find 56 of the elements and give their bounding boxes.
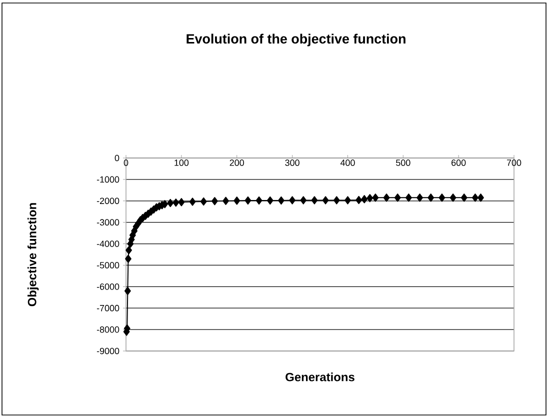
y-tick-label: -1000 xyxy=(96,176,120,183)
point xyxy=(300,196,307,204)
x-tick-label: 200 xyxy=(230,160,244,166)
y-tick-label: 0 xyxy=(114,154,120,162)
point xyxy=(126,246,132,254)
point xyxy=(322,196,329,204)
point xyxy=(167,198,174,208)
y-tick-label: -8000 xyxy=(96,326,120,333)
point xyxy=(450,194,456,202)
point xyxy=(178,198,185,206)
y-tick-label: -4000 xyxy=(96,240,120,247)
point xyxy=(383,194,390,202)
point xyxy=(416,194,423,202)
chart-title: Evolution of the objective function xyxy=(186,34,406,46)
x-tick-label: 600 xyxy=(452,160,466,166)
point xyxy=(211,197,218,206)
point xyxy=(125,254,132,263)
point xyxy=(460,194,468,202)
point xyxy=(222,196,229,205)
x-axis-title: Generations xyxy=(286,372,354,382)
point xyxy=(266,196,274,205)
x-tick-label: 400 xyxy=(340,160,355,166)
point xyxy=(278,196,284,205)
y-tick-label: -3000 xyxy=(96,219,120,226)
x-tick-label: 100 xyxy=(174,160,189,166)
y-axis-title: Objective function xyxy=(28,203,39,306)
point xyxy=(478,194,484,202)
point xyxy=(428,194,434,202)
point xyxy=(311,196,318,204)
x-tick-label: 300 xyxy=(285,160,300,166)
point xyxy=(356,196,362,204)
x-tick-label: 500 xyxy=(396,160,410,166)
point xyxy=(172,198,180,207)
x-tick-label: 0 xyxy=(124,160,128,166)
point xyxy=(256,196,262,205)
point xyxy=(289,196,296,204)
y-tick-label: -5000 xyxy=(96,262,120,268)
point xyxy=(361,195,368,204)
y-tick-label: -2000 xyxy=(96,198,120,204)
point xyxy=(333,196,340,204)
point xyxy=(372,194,379,202)
point xyxy=(405,194,412,202)
point xyxy=(244,196,252,205)
point xyxy=(472,194,478,202)
point xyxy=(366,194,374,202)
point xyxy=(438,194,446,202)
y-tick-label: -9000 xyxy=(96,348,120,354)
point xyxy=(344,196,351,204)
x-tick-label: 700 xyxy=(506,160,522,166)
point xyxy=(200,197,207,206)
point xyxy=(234,196,240,205)
y-tick-label: -7000 xyxy=(96,304,120,312)
y-tick-label: -6000 xyxy=(96,283,120,290)
point xyxy=(189,198,196,206)
point xyxy=(124,286,131,296)
point xyxy=(394,194,401,202)
